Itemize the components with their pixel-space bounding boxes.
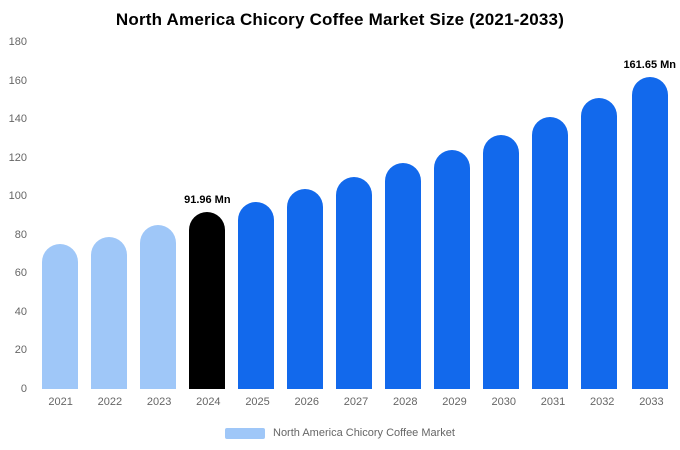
bar-2033[interactable] bbox=[631, 77, 668, 389]
y-tick-label: 120 bbox=[8, 151, 27, 164]
bar-2028[interactable] bbox=[385, 163, 422, 389]
y-axis: 0 20 40 60 80 100 120 140 160 180 bbox=[0, 36, 30, 395]
chart-title: North America Chicory Coffee Market Size… bbox=[115, 10, 565, 29]
x-tick-label: 2026 bbox=[294, 396, 320, 408]
bar-2021[interactable] bbox=[42, 244, 79, 389]
x-tick-label: 2031 bbox=[540, 396, 566, 408]
x-tick-label: 2027 bbox=[343, 396, 369, 408]
x-tick-label: 2021 bbox=[48, 396, 73, 408]
legend-swatch bbox=[225, 427, 265, 439]
bar-column bbox=[574, 42, 623, 389]
bar-2022[interactable] bbox=[91, 236, 128, 389]
x-tick-label: 2030 bbox=[491, 396, 516, 408]
bar-column bbox=[526, 42, 575, 389]
x-tick-label: 2032 bbox=[589, 396, 615, 408]
y-tick-label: 80 bbox=[14, 228, 27, 241]
y-tick-label: 160 bbox=[8, 74, 27, 87]
bar-2027[interactable] bbox=[336, 176, 373, 389]
plot-area: 91.96 Mn 161.65 Mn bbox=[36, 42, 676, 389]
bar-2023[interactable] bbox=[140, 225, 177, 389]
y-tick-label: 180 bbox=[8, 36, 27, 48]
bar-value-label: 161.65 Mn bbox=[623, 59, 677, 72]
bar-2032[interactable] bbox=[580, 97, 617, 389]
bar-2024[interactable] bbox=[189, 211, 226, 389]
bar-2031[interactable] bbox=[532, 117, 568, 389]
x-tick-label: 2028 bbox=[393, 396, 418, 408]
y-tick-label: 100 bbox=[8, 190, 27, 203]
y-tick-label: 40 bbox=[14, 305, 27, 318]
x-tick-label: 2022 bbox=[97, 396, 123, 408]
legend-item[interactable]: North America Chicory Coffee Market bbox=[0, 427, 680, 439]
x-tick-label: 2024 bbox=[196, 396, 221, 408]
legend-label: North America Chicory Coffee Market bbox=[273, 427, 455, 439]
bar-column bbox=[134, 42, 183, 389]
y-tick-label: 0 bbox=[20, 383, 27, 395]
bar-column bbox=[281, 42, 330, 389]
bar-column bbox=[428, 42, 477, 389]
y-tick-label: 60 bbox=[14, 267, 27, 280]
bar-2029[interactable] bbox=[434, 149, 471, 389]
x-tick-label: 2029 bbox=[442, 396, 467, 408]
x-tick-label: 2033 bbox=[639, 396, 664, 408]
x-tick-label: 2025 bbox=[245, 396, 270, 408]
x-tick-label: 2023 bbox=[146, 396, 172, 408]
bar-column: 91.96 Mn bbox=[183, 42, 232, 389]
bar-column: 161.65 Mn bbox=[623, 42, 676, 389]
y-tick-label: 140 bbox=[8, 113, 27, 126]
bar-column bbox=[85, 42, 134, 389]
bar-column bbox=[379, 42, 428, 389]
x-axis: 2021 2022 2023 2024 2025 2026 2027 2028 2029 2030… bbox=[36, 396, 676, 408]
bar-2030[interactable] bbox=[483, 134, 520, 389]
y-tick-label: 20 bbox=[14, 344, 27, 357]
bar-column bbox=[330, 42, 379, 389]
bar-column bbox=[477, 42, 526, 389]
bar-value-label: 91.96 Mn bbox=[184, 193, 231, 206]
bar-2025[interactable] bbox=[238, 202, 275, 389]
bar-column bbox=[36, 42, 85, 389]
bar-column bbox=[232, 42, 281, 389]
bar-2026[interactable] bbox=[287, 189, 324, 389]
